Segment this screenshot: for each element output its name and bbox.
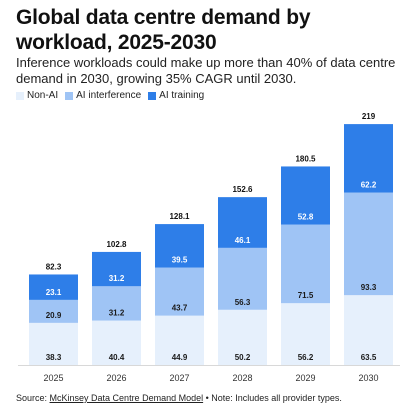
legend-item-non-ai: Non-AI [16,90,58,101]
total-label-2030: 219 [362,112,376,121]
bar-ai-interference-2025 [29,299,78,323]
bar-ai-interference-2030 [344,192,393,296]
legend-label-ai-interference: AI interference [76,90,142,101]
x-tick-label-2026: 2026 [106,373,126,383]
legend-swatch-ai-training [148,91,157,100]
bar-non-ai-2029 [281,303,330,365]
bar-ai-training-2028 [218,197,267,248]
bar-ai-interference-2029 [281,224,330,304]
bar-ai-training-2030 [344,124,393,193]
data-label-ai-interference-2027: 43.7 [172,304,188,313]
bar-non-ai-2030 [344,295,393,365]
legend-item-ai-training: AI training [148,90,204,101]
legend-label-non-ai: Non-AI [27,90,59,101]
legend-swatch-ai-interference [65,91,74,100]
total-label-2029: 180.5 [295,154,316,163]
total-label-2026: 102.8 [106,240,127,249]
bar-ai-training-2026 [92,251,141,287]
x-tick-label-2027: 2027 [169,373,189,383]
bar-ai-interference-2028 [218,247,267,310]
data-label-ai-training-2026: 31.2 [109,274,125,283]
data-label-ai-interference-2025: 20.9 [46,311,62,320]
total-label-2027: 128.1 [169,212,190,221]
data-label-ai-training-2025: 23.1 [46,288,62,297]
legend-swatch-non-ai [16,91,24,100]
data-label-non-ai-2028: 50.2 [235,353,251,362]
data-label-ai-interference-2029: 71.5 [298,291,314,300]
data-label-ai-training-2030: 62.2 [361,181,377,190]
bar-ai-training-2029 [281,166,330,225]
source-note-text: • Note: Includes all provider types. [203,393,342,403]
bar-non-ai-2026 [92,320,141,365]
data-label-ai-training-2028: 46.1 [235,236,251,245]
data-label-non-ai-2029: 56.2 [298,353,314,362]
chart-subtitle: Inference workloads could make up more t… [16,55,396,86]
x-tick-label-2025: 2025 [43,373,63,383]
data-label-ai-training-2029: 52.8 [298,213,314,222]
bar-non-ai-2025 [29,322,78,365]
source-link[interactable]: McKinsey Data Centre Demand Model [49,393,204,403]
bar-non-ai-2028 [218,309,267,365]
data-label-ai-training-2027: 39.5 [172,256,188,265]
data-label-non-ai-2030: 63.5 [361,353,377,362]
data-label-non-ai-2025: 38.3 [46,353,62,362]
chart-title: Global data centre demand by workload, 2… [16,6,311,54]
x-tick-label-2028: 2028 [232,373,252,383]
bar-non-ai-2027 [155,315,204,365]
x-tick-label-2030: 2030 [358,373,378,383]
bar-ai-interference-2027 [155,267,204,316]
legend-label-ai-training: AI training [159,90,205,101]
data-label-ai-interference-2026: 31.2 [109,309,125,318]
source-note: Source: McKinsey Data Centre Demand Mode… [16,393,342,403]
legend-item-ai-interference: AI interference [65,90,141,101]
bar-ai-training-2025 [29,274,78,300]
data-label-non-ai-2026: 40.4 [109,353,125,362]
total-label-2028: 152.6 [232,185,253,194]
source-prefix: Source: [16,393,50,403]
data-label-non-ai-2027: 44.9 [172,353,188,362]
data-label-ai-interference-2030: 93.3 [361,283,377,292]
total-label-2025: 82.3 [46,262,62,271]
bar-ai-interference-2026 [92,286,141,321]
legend: Non-AI AI interference AI training [16,90,211,101]
bar-ai-training-2027 [155,224,204,268]
data-label-ai-interference-2028: 56.3 [235,298,251,307]
x-tick-label-2029: 2029 [295,373,315,383]
